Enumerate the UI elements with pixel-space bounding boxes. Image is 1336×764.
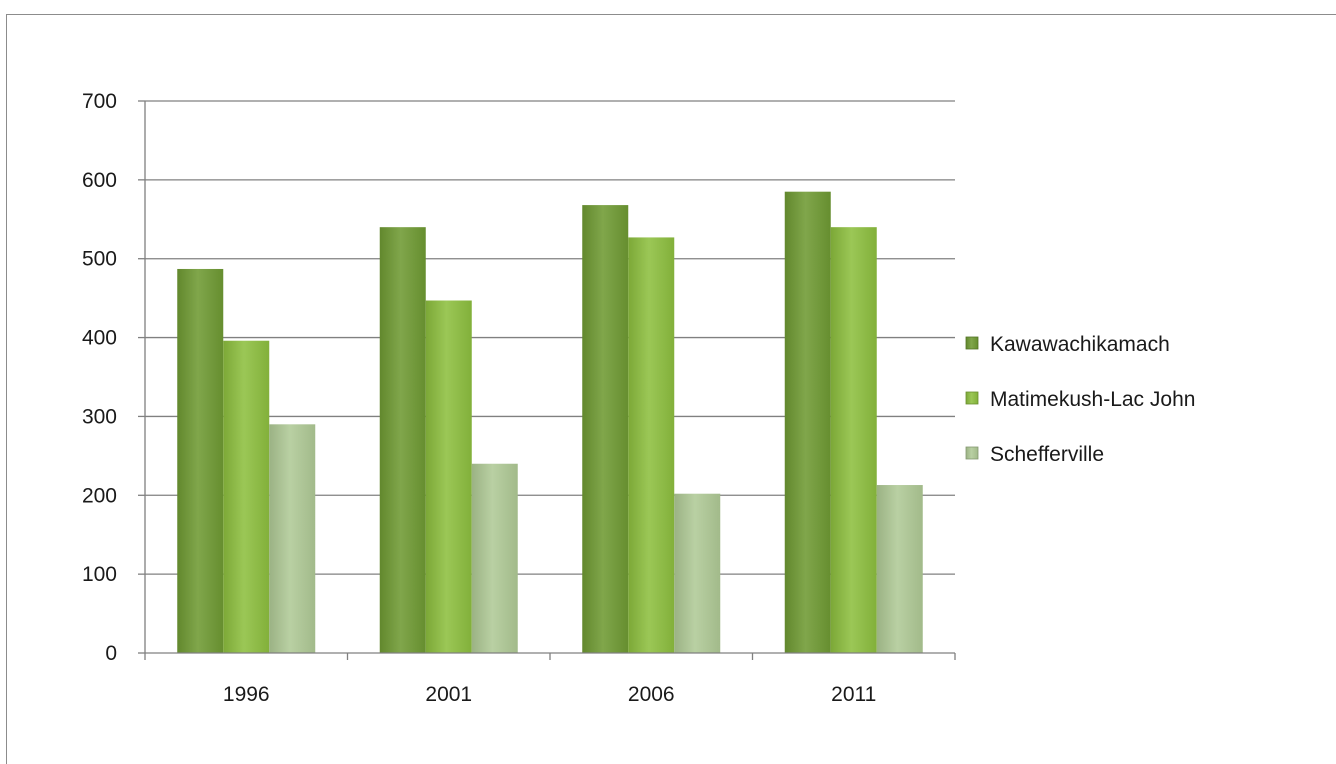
legend: Kawawachikamach Matimekush-Lac John Scheff… bbox=[965, 333, 1195, 466]
y-tick-labels: 0 100 200 300 400 500 600 700 bbox=[82, 90, 117, 665]
y-tick-label: 500 bbox=[82, 248, 117, 271]
bar-matimekush-lac-john-2006 bbox=[628, 237, 675, 653]
bar-schefferville-2011 bbox=[876, 485, 923, 653]
legend-label: Matimekush-Lac John bbox=[990, 388, 1195, 411]
x-tick-label: 2006 bbox=[628, 683, 675, 706]
y-tick-label: 700 bbox=[82, 90, 117, 113]
bar-kawawachikamach-2001 bbox=[379, 227, 426, 653]
bar-schefferville-2001 bbox=[471, 463, 518, 653]
bar-schefferville-2006 bbox=[674, 493, 721, 653]
y-tick-label: 100 bbox=[82, 563, 117, 586]
x-tick-label: 2001 bbox=[425, 683, 472, 706]
y-tick-label: 600 bbox=[82, 169, 117, 192]
x-tick-label: 1996 bbox=[223, 683, 270, 706]
bar-matimekush-lac-john-2011 bbox=[830, 227, 877, 653]
legend-label: Schefferville bbox=[990, 443, 1104, 466]
bar-kawawachikamach-2006 bbox=[582, 205, 629, 653]
x-tick-labels: 1996 2001 2006 2011 bbox=[223, 683, 876, 706]
legend-swatch bbox=[965, 336, 979, 350]
y-tick-label: 200 bbox=[82, 484, 117, 507]
axes bbox=[138, 100, 956, 660]
legend-swatch bbox=[965, 446, 979, 460]
bars bbox=[177, 191, 923, 653]
bar-schefferville-1996 bbox=[269, 424, 316, 653]
bar-kawawachikamach-1996 bbox=[177, 268, 224, 653]
legend-label: Kawawachikamach bbox=[990, 333, 1170, 356]
legend-swatch bbox=[965, 391, 979, 405]
bar-kawawachikamach-2011 bbox=[784, 191, 831, 653]
y-tick-label: 300 bbox=[82, 405, 117, 428]
x-tick-label: 2011 bbox=[831, 683, 876, 706]
bar-matimekush-lac-john-2001 bbox=[425, 300, 472, 653]
y-tick-label: 400 bbox=[82, 327, 117, 350]
y-tick-label: 0 bbox=[105, 642, 117, 665]
bar-matimekush-lac-john-1996 bbox=[223, 340, 270, 653]
